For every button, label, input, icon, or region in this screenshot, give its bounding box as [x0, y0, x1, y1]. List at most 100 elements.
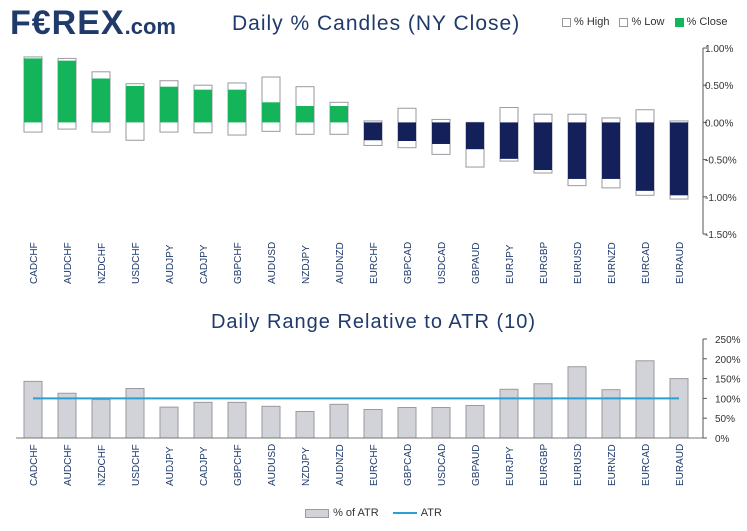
- candle-close-audjpy: [160, 86, 178, 123]
- atr-category-label: USDCAD: [437, 444, 448, 486]
- atr-bar-eurjpy: [499, 388, 519, 439]
- candle-category-label: USDCAD: [437, 242, 448, 284]
- candle-category-label: EURAUD: [675, 242, 686, 284]
- candle-close-eurchf: [364, 122, 382, 141]
- atr-bar-audnzd: [329, 403, 349, 439]
- atr-category-label: AUDUSD: [267, 444, 278, 486]
- atr-category-label: USDCHF: [131, 444, 142, 486]
- legend-high-swatch: [562, 17, 571, 27]
- atr-y-tick-label: 250%: [715, 335, 741, 346]
- candles-chart: CADCHF AUDCHF NZDCHF USDCHF AUDJPY CADJPY GBPC…: [23, 44, 737, 285]
- atr-bar-eurgbp: [533, 383, 553, 439]
- candles-chart-title: Daily % Candles (NY Close): [232, 12, 521, 35]
- atr-bar-nzdchf: [91, 399, 111, 439]
- candle-close-audnzd: [330, 106, 348, 123]
- candle-category-label: EURNZD: [607, 242, 618, 284]
- candles-y-tick-label: 1.00%: [705, 44, 733, 55]
- legend-atr-swatch: [392, 512, 417, 514]
- candle-close-gbpaud: [466, 122, 484, 150]
- candle-category-label: USDCHF: [131, 242, 142, 284]
- candle-close-cadchf: [24, 58, 42, 123]
- legend-atr: ATR: [392, 507, 442, 519]
- candle-category-label: GBPCHF: [233, 242, 244, 284]
- legend-close: % Close: [674, 16, 727, 28]
- candle-category-label: AUDCHF: [63, 242, 74, 284]
- candle-category-label: CADCHF: [29, 242, 40, 284]
- candles-y-tick-label: -0.50%: [705, 156, 737, 167]
- atr-category-label: EURCAD: [641, 444, 652, 486]
- atr-bar-gbpaud: [465, 405, 485, 439]
- candle-category-label: AUDNZD: [335, 242, 346, 284]
- atr-y-tick-label: 50%: [715, 414, 735, 425]
- atr-category-label: GBPAUD: [471, 445, 482, 487]
- forex-logo[interactable]: F€REX.com: [10, 4, 176, 42]
- candle-category-label: EURJPY: [505, 244, 516, 284]
- atr-category-label: NZDCHF: [97, 445, 108, 486]
- atr-bar-audjpy: [159, 406, 179, 439]
- atr-bar-cadchf: [23, 380, 43, 439]
- atr-chart-title: Daily Range Relative to ATR (10): [210, 311, 537, 333]
- candle-close-audchf: [58, 60, 76, 123]
- candle-category-label: GBPAUD: [471, 243, 482, 285]
- candle-close-audusd: [262, 102, 280, 123]
- atr-category-label: CADCHF: [29, 444, 40, 486]
- candle-close-gbpcad: [398, 122, 416, 141]
- candle-category-label: GBPCAD: [403, 242, 414, 284]
- candle-category-label: AUDJPY: [165, 244, 176, 284]
- atr-bar-usdchf: [125, 388, 145, 439]
- candle-category-label: EURUSD: [573, 242, 584, 284]
- candle-close-nzdchf: [92, 78, 110, 123]
- candle-close-nzdjpy: [296, 106, 314, 123]
- atr-bar-gbpchf: [227, 401, 247, 439]
- legend-low-swatch: [619, 17, 629, 27]
- candle-category-label: CADJPY: [199, 244, 210, 284]
- atr-category-label: CADJPY: [199, 446, 210, 486]
- candle-category-label: EURGBP: [539, 241, 550, 284]
- candles-legend: % High % Low % Close: [562, 16, 727, 28]
- atr-bar-audchf: [57, 392, 77, 439]
- atr-y-tick-label: 0%: [715, 434, 730, 445]
- candles-y-tick-label: 0.50%: [705, 81, 733, 92]
- atr-bar-cadjpy: [193, 401, 213, 439]
- atr-category-label: EURAUD: [675, 444, 686, 486]
- atr-category-label: AUDCHF: [63, 444, 74, 486]
- atr-category-label: GBPCHF: [233, 444, 244, 486]
- candle-close-eurnzd: [602, 122, 620, 179]
- atr-bar-eurnzd: [601, 389, 621, 439]
- candle-category-label: EURCAD: [641, 242, 652, 284]
- candle-category-label: NZDCHF: [97, 243, 108, 284]
- atr-y-tick-label: 200%: [715, 355, 741, 366]
- atr-bar-audusd: [261, 405, 281, 439]
- atr-legend: % of ATR ATR: [0, 507, 747, 519]
- candles-y-tick-label: -1.50%: [705, 230, 737, 241]
- candles-y-tick-label: -1.00%: [705, 193, 737, 204]
- atr-y-tick-label: 150%: [715, 375, 741, 386]
- atr-category-label: EURUSD: [573, 444, 584, 486]
- atr-bar-nzdjpy: [295, 410, 315, 439]
- atr-category-label: EURCHF: [369, 444, 380, 486]
- legend-low: % Low: [619, 16, 665, 28]
- legend-close-swatch: [674, 17, 684, 27]
- candle-category-label: AUDUSD: [267, 242, 278, 284]
- candle-category-label: EURCHF: [369, 242, 380, 284]
- atr-bar-gbpcad: [397, 407, 417, 439]
- candle-close-eurusd: [568, 122, 586, 179]
- atr-category-label: EURGBP: [539, 443, 550, 486]
- atr-category-label: EURNZD: [607, 444, 618, 486]
- candle-close-usdchf: [126, 85, 144, 123]
- atr-bar-usdcad: [431, 407, 451, 439]
- legend-pct-atr-swatch: [305, 508, 330, 518]
- atr-bar-euraud: [669, 378, 689, 439]
- candle-close-eurgbp: [534, 122, 552, 171]
- atr-y-tick-label: 100%: [715, 394, 741, 405]
- candle-close-eurjpy: [500, 122, 518, 159]
- candle-close-gbpchf: [228, 89, 246, 123]
- candles-y-tick-label: 0.00%: [705, 118, 733, 129]
- atr-category-label: GBPCAD: [403, 444, 414, 486]
- legend-high: % High: [562, 16, 609, 28]
- candle-category-label: NZDJPY: [301, 245, 312, 284]
- candle-close-usdcad: [432, 122, 450, 144]
- candle-close-cadjpy: [194, 89, 212, 123]
- atr-bar-eurusd: [567, 366, 587, 439]
